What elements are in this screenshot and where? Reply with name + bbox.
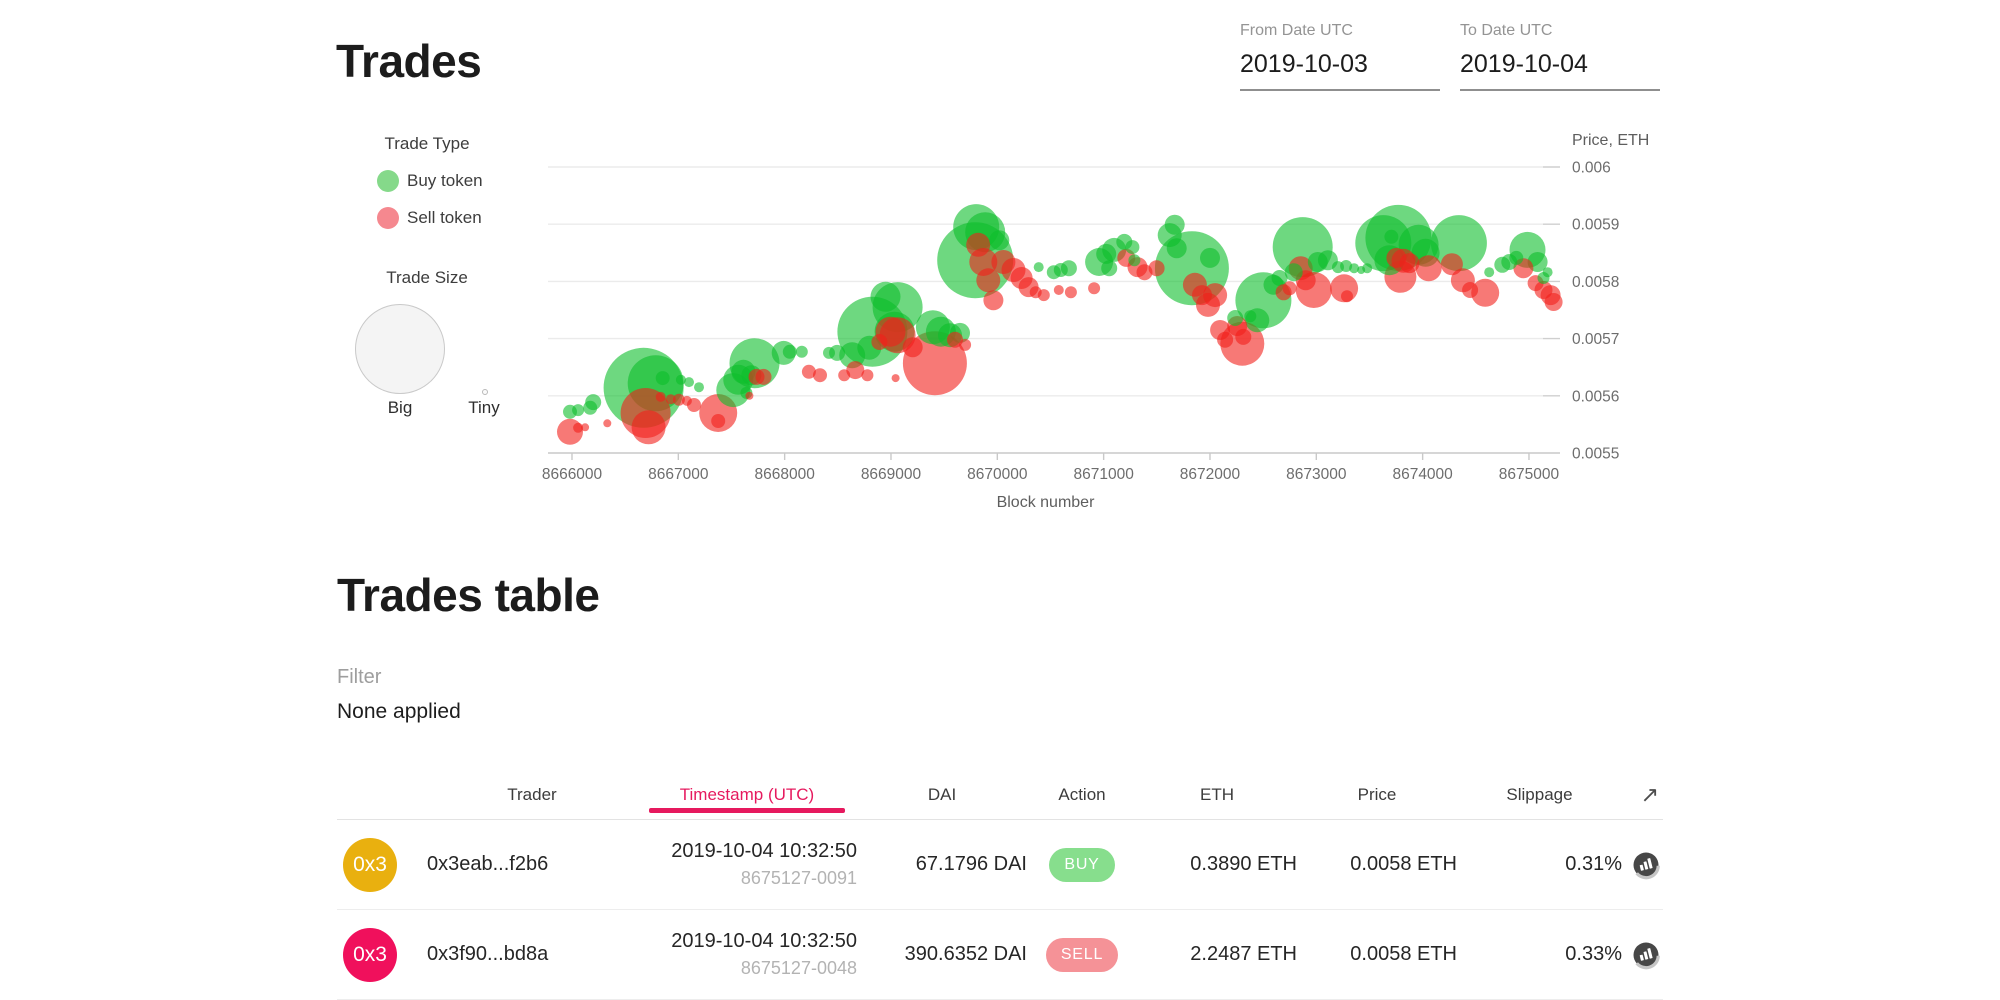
column-header-dai[interactable]: DAI — [927, 784, 957, 804]
trade-chart-icon-cell — [1622, 850, 1663, 880]
slippage-value: 0.31% — [1565, 853, 1622, 875]
to-date-label: To Date UTC — [1460, 22, 1553, 39]
trade-type-title: Trade Type — [384, 134, 470, 153]
dai-amount: 390.6352 DAI — [904, 943, 1027, 965]
trades-table-header: Trader Timestamp (UTC) DAI Action ETH Pr… — [337, 770, 1663, 820]
dai-amount: 67.1796 DAI — [915, 853, 1027, 875]
trader-address: 0x3eab...f2b6 — [427, 853, 549, 875]
block-tx-id: 8675127-0091 — [740, 867, 857, 888]
action-cell: BUY — [1027, 847, 1137, 882]
active-sort-indicator — [649, 807, 845, 813]
trader-avatar: 0x3 — [343, 927, 397, 982]
svg-text:8668000: 8668000 — [754, 466, 815, 483]
slippage-value: 0.33% — [1565, 943, 1622, 965]
chart-legend: Trade Type Buy token Sell token Trade Si… — [337, 130, 537, 430]
trade-size-title: Trade Size — [386, 268, 468, 287]
eth-amount: 2.2487 ETH — [1190, 943, 1297, 965]
page-title: Trades — [336, 35, 482, 87]
price-value: 0.0058 ETH — [1350, 943, 1457, 965]
svg-text:8670000: 8670000 — [967, 466, 1028, 483]
filter-value: None applied — [337, 700, 461, 723]
svg-text:0.0055: 0.0055 — [1572, 446, 1619, 463]
big-size-label: Big — [387, 398, 413, 417]
svg-text:0.006: 0.006 — [1572, 160, 1611, 177]
column-header-action[interactable]: Action — [1058, 784, 1106, 804]
trade-chart-icon[interactable] — [1631, 850, 1661, 880]
trade-chart-icon-cell — [1622, 940, 1663, 970]
svg-text:8666000: 8666000 — [542, 466, 603, 483]
trades-table: Trader Timestamp (UTC) DAI Action ETH Pr… — [337, 770, 1663, 1000]
svg-text:8672000: 8672000 — [1180, 466, 1241, 483]
svg-text:8671000: 8671000 — [1073, 466, 1134, 483]
to-date-field: To Date UTC — [1460, 22, 1660, 91]
block-tx-id: 8675127-0048 — [740, 957, 857, 978]
trades-table-heading: Trades table — [337, 569, 600, 621]
trader-avatar: 0x3 — [343, 837, 397, 892]
legend-sell-token: Sell token — [377, 206, 482, 230]
tiny-size-label: Tiny — [468, 398, 500, 417]
trade-chart-icon[interactable] — [1631, 940, 1661, 970]
buy-token-dot-icon — [377, 170, 399, 192]
from-date-input[interactable] — [1240, 48, 1440, 91]
timestamp-header-label: Timestamp (UTC) — [679, 784, 815, 804]
timestamp-value: 2019-10-04 10:32:50 — [671, 839, 857, 862]
trader-avatar-cell: 0x3 — [337, 927, 427, 982]
timestamp-cell: 2019-10-04 10:32:50 8675127-0091 — [637, 838, 857, 892]
buy-token-label: Buy token — [407, 171, 483, 190]
legend-buy-token: Buy token — [377, 169, 483, 193]
trader-avatar-cell: 0x3 — [337, 837, 427, 892]
svg-text:0.0059: 0.0059 — [1572, 217, 1619, 234]
from-date-label: From Date UTC — [1240, 22, 1353, 39]
column-header-slippage[interactable]: Slippage — [1506, 784, 1573, 804]
from-date-field: From Date UTC — [1240, 22, 1440, 91]
svg-text:0.0058: 0.0058 — [1572, 274, 1619, 291]
svg-text:Block number: Block number — [997, 494, 1095, 511]
price-value: 0.0058 ETH — [1350, 853, 1457, 875]
sell-action-badge: SELL — [1045, 937, 1119, 972]
svg-text:0.0057: 0.0057 — [1572, 331, 1619, 348]
sell-token-label: Sell token — [407, 208, 482, 227]
filter-block: Filter None applied — [337, 666, 461, 724]
big-trade-size-circle — [355, 304, 445, 394]
column-header-timestamp[interactable]: Timestamp (UTC) — [637, 784, 857, 813]
sell-token-dot-icon — [377, 207, 399, 229]
svg-text:8673000: 8673000 — [1286, 466, 1347, 483]
svg-text:Price, ETH: Price, ETH — [1572, 132, 1649, 149]
svg-text:8674000: 8674000 — [1392, 466, 1453, 483]
column-header-eth[interactable]: ETH — [1200, 784, 1234, 804]
buy-action-badge: BUY — [1049, 847, 1115, 882]
tiny-trade-size-circle — [482, 389, 488, 395]
filter-label: Filter — [337, 666, 382, 688]
action-cell: SELL — [1027, 937, 1137, 972]
svg-text:8667000: 8667000 — [648, 466, 709, 483]
timestamp-cell: 2019-10-04 10:32:50 8675127-0048 — [637, 928, 857, 982]
svg-text:8669000: 8669000 — [861, 466, 922, 483]
trader-address: 0x3f90...bd8a — [427, 943, 549, 965]
table-row[interactable]: 0x3 0x3f90...bd8a 2019-10-04 10:32:50 86… — [337, 910, 1663, 1000]
sort-direction-arrow-icon[interactable]: ↗ — [1640, 781, 1659, 807]
timestamp-value: 2019-10-04 10:32:50 — [671, 929, 857, 952]
trades-bubble-chart[interactable]: 0.006 0.0059 0.0058 0.0057 0.0056 0.0055 86660… — [540, 125, 1680, 515]
table-row[interactable]: 0x3 0x3eab...f2b6 2019-10-04 10:32:50 86… — [337, 820, 1663, 910]
column-header-price[interactable]: Price — [1357, 784, 1397, 804]
eth-amount: 0.3890 ETH — [1190, 853, 1297, 875]
svg-text:8675000: 8675000 — [1499, 466, 1560, 483]
to-date-input[interactable] — [1460, 48, 1660, 91]
column-header-trader[interactable]: Trader — [507, 784, 557, 804]
svg-text:0.0056: 0.0056 — [1572, 388, 1619, 405]
